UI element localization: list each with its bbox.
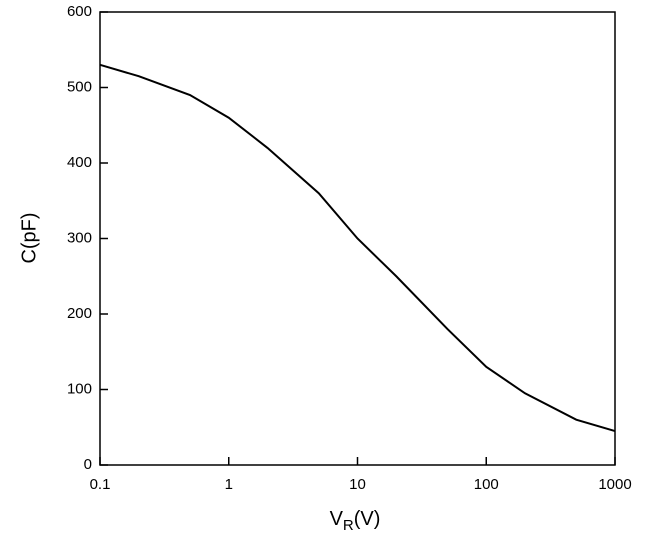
x-tick-label: 1 (225, 476, 233, 493)
y-tick-label: 100 (67, 380, 92, 397)
x-tick-label: 100 (474, 476, 499, 493)
y-tick-label: 500 (67, 78, 92, 95)
chart: VR(V) C(pF) 0 100 200 300 400 500 600 0.1 1 10 100… (0, 0, 647, 542)
y-tick-label: 300 (67, 229, 92, 246)
y-tick-label: 400 (67, 154, 92, 171)
x-label-main: V (330, 508, 344, 530)
x-tick-label: 1000 (598, 476, 631, 493)
data-line (100, 65, 615, 431)
x-tick-label: 10 (349, 476, 366, 493)
x-label-sub: R (343, 517, 354, 534)
y-tick-label: 600 (67, 3, 92, 20)
x-label-unit: (V) (354, 508, 381, 530)
x-axis-label: VR(V) (330, 508, 381, 534)
y-tick-label: 200 (67, 305, 92, 322)
x-tick-label: 0.1 (90, 476, 111, 493)
y-tick-label: 0 (84, 456, 92, 473)
y-axis-label: C(pF) (18, 212, 40, 263)
